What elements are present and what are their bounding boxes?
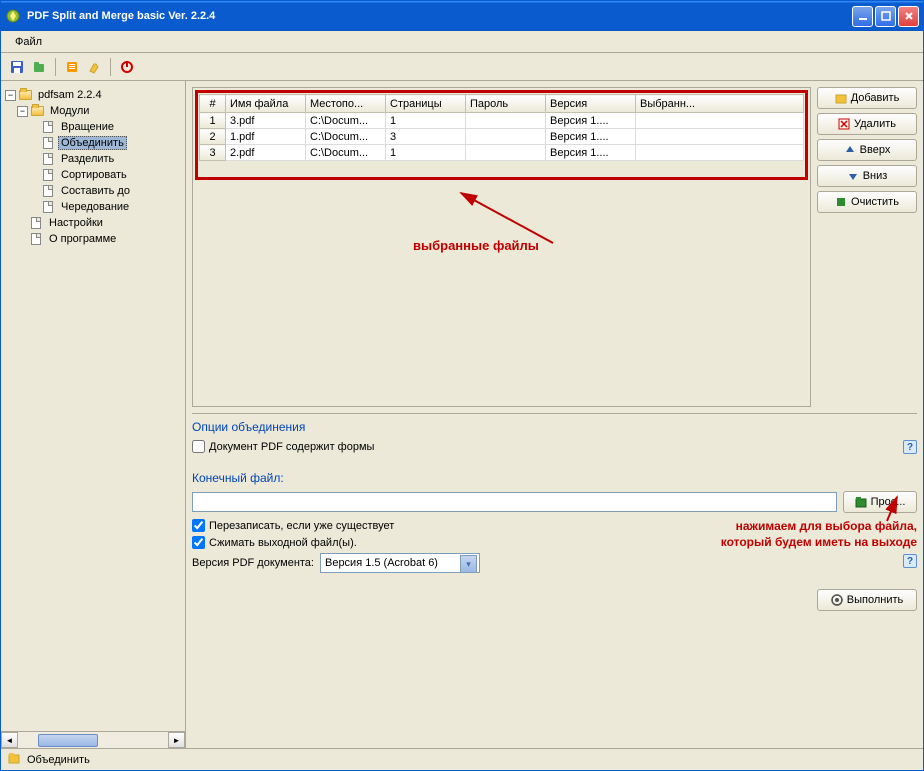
scroll-left-icon[interactable]: ◄ bbox=[1, 732, 18, 748]
tree-merge[interactable]: Объединить bbox=[5, 135, 181, 151]
output-path-input[interactable] bbox=[192, 492, 837, 512]
forms-checkbox-row[interactable]: Документ PDF содержит формы bbox=[192, 440, 374, 453]
overwrite-checkbox-row[interactable]: Перезаписать, если уже существует bbox=[192, 519, 687, 532]
overwrite-checkbox[interactable] bbox=[192, 519, 205, 532]
toolbar bbox=[1, 53, 923, 81]
version-select[interactable]: Версия 1.5 (Acrobat 6) bbox=[320, 553, 480, 573]
menu-file[interactable]: Файл bbox=[7, 34, 50, 50]
browse-button[interactable]: Прос... bbox=[843, 491, 917, 513]
annotation-selected-files: выбранные файлы bbox=[413, 238, 539, 253]
log-icon[interactable] bbox=[62, 57, 82, 77]
col-version[interactable]: Версия bbox=[546, 95, 636, 113]
up-button[interactable]: Вверх bbox=[817, 139, 917, 161]
tree-modules[interactable]: − Модули bbox=[5, 103, 181, 119]
window-title: PDF Split and Merge basic Ver. 2.2.4 bbox=[27, 10, 852, 22]
col-pages[interactable]: Страницы bbox=[386, 95, 466, 113]
tree-compose[interactable]: Составить до bbox=[5, 183, 181, 199]
output-title: Конечный файл: bbox=[192, 471, 917, 485]
maximize-button[interactable] bbox=[875, 6, 896, 27]
tree-settings[interactable]: Настройки bbox=[5, 215, 181, 231]
open-icon[interactable] bbox=[29, 57, 49, 77]
sidebar: − pdfsam 2.2.4 − Модули Вращение bbox=[1, 81, 186, 748]
down-button[interactable]: Вниз bbox=[817, 165, 917, 187]
tree-alternate[interactable]: Чередование bbox=[5, 199, 181, 215]
annotation-browse: нажимаем для выбора файла, который будем… bbox=[717, 519, 917, 550]
table-row[interactable]: 21.pdfC:\Docum...3Версия 1.... bbox=[200, 129, 804, 145]
sidebar-hscroll[interactable]: ◄ ► bbox=[1, 731, 185, 748]
compress-checkbox[interactable] bbox=[192, 536, 205, 549]
tree-split[interactable]: Разделить bbox=[5, 151, 181, 167]
help-icon[interactable]: ? bbox=[903, 554, 917, 568]
col-location[interactable]: Местопо... bbox=[306, 95, 386, 113]
delete-button[interactable]: Удалить bbox=[817, 113, 917, 135]
merge-options: Опции объединения Документ PDF содержит … bbox=[192, 413, 917, 457]
clear-log-icon[interactable] bbox=[84, 57, 104, 77]
tree-sort[interactable]: Сортировать bbox=[5, 167, 181, 183]
statusbar: Объединить bbox=[1, 748, 923, 770]
help-icon[interactable]: ? bbox=[903, 440, 917, 454]
output-panel: Конечный файл: Прос... Перезаписать, есл… bbox=[192, 471, 917, 573]
clear-button[interactable]: Очистить bbox=[817, 191, 917, 213]
tree-root[interactable]: − pdfsam 2.2.4 bbox=[5, 87, 181, 103]
titlebar[interactable]: PDF Split and Merge basic Ver. 2.2.4 bbox=[1, 1, 923, 31]
status-icon bbox=[7, 751, 21, 768]
menubar: Файл bbox=[1, 31, 923, 53]
app-icon bbox=[5, 8, 21, 24]
options-title: Опции объединения bbox=[192, 420, 917, 434]
tree-rotation[interactable]: Вращение bbox=[5, 119, 181, 135]
save-icon[interactable] bbox=[7, 57, 27, 77]
exit-icon[interactable] bbox=[117, 57, 137, 77]
col-filename[interactable]: Имя файла bbox=[226, 95, 306, 113]
add-button[interactable]: Добавить bbox=[817, 87, 917, 109]
scroll-right-icon[interactable]: ► bbox=[168, 732, 185, 748]
table-row[interactable]: 32.pdfC:\Docum...1Версия 1.... bbox=[200, 145, 804, 161]
execute-button[interactable]: Выполнить bbox=[817, 589, 917, 611]
minimize-button[interactable] bbox=[852, 6, 873, 27]
file-table-container: # Имя файла Местопо... Страницы Пароль В… bbox=[192, 87, 811, 407]
nav-tree: − pdfsam 2.2.4 − Модули Вращение bbox=[1, 81, 185, 731]
table-row[interactable]: 13.pdfC:\Docum...1Версия 1.... bbox=[200, 113, 804, 129]
toggle-icon[interactable]: − bbox=[5, 90, 16, 101]
version-label: Версия PDF документа: bbox=[192, 557, 314, 569]
close-button[interactable] bbox=[898, 6, 919, 27]
tree-about[interactable]: О программе bbox=[5, 231, 181, 247]
forms-checkbox[interactable] bbox=[192, 440, 205, 453]
col-num[interactable]: # bbox=[200, 95, 226, 113]
status-text: Объединить bbox=[27, 754, 90, 766]
col-selected[interactable]: Выбранн... bbox=[636, 95, 804, 113]
content-panel: # Имя файла Местопо... Страницы Пароль В… bbox=[186, 81, 923, 748]
app-window: PDF Split and Merge basic Ver. 2.2.4 Фай… bbox=[0, 0, 924, 771]
file-table[interactable]: # Имя файла Местопо... Страницы Пароль В… bbox=[199, 94, 804, 161]
compress-checkbox-row[interactable]: Сжимать выходной файл(ы). bbox=[192, 536, 687, 549]
file-actions: Добавить Удалить Вверх Вниз Очистить bbox=[817, 87, 917, 407]
col-password[interactable]: Пароль bbox=[466, 95, 546, 113]
toggle-icon[interactable]: − bbox=[17, 106, 28, 117]
